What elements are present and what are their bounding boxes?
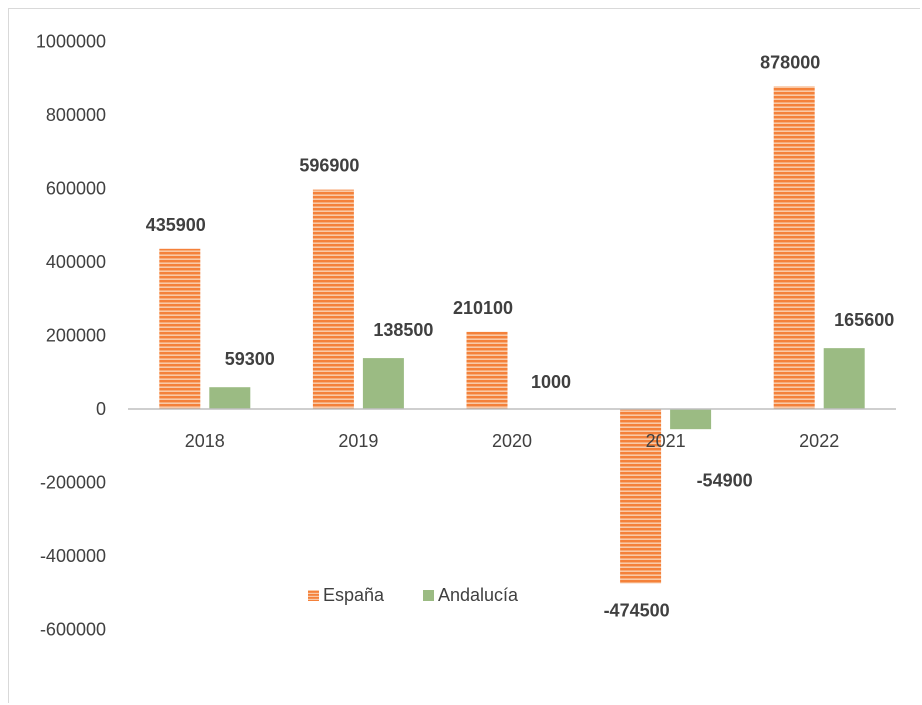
data-label-espana-2021: -474500 [604,600,670,620]
y-tick-label: 600000 [46,179,106,199]
bar-espana-2019 [312,189,354,409]
y-axis-ticks: -600000 -400000 -200000 0 200000 400000 600000… [36,32,106,640]
y-tick-label: 0 [96,399,106,419]
legend-label-espana: España [323,585,385,605]
legend: España Andalucía [308,585,519,605]
chart-frame [8,8,920,703]
bars [159,86,865,584]
bar-andalucia-2021 [670,409,712,430]
data-label-espana-2018: 435900 [146,215,206,235]
data-label-andalucia-2021: -54900 [697,471,753,491]
y-tick-label: 1000000 [36,32,106,52]
bar-espana-2018 [159,248,201,409]
bar-andalucia-2018 [209,387,251,409]
legend-swatch-espana [308,590,319,601]
data-label-andalucia-2018: 59300 [225,349,275,369]
data-label-espana-2022: 878000 [760,52,820,72]
legend-swatch-andalucia [423,590,434,601]
bar-espana-2021 [620,409,662,584]
bar-andalucia-2022 [823,348,865,409]
y-tick-label: 200000 [46,326,106,346]
data-label-andalucia-2019: 138500 [373,320,433,340]
y-tick-label: -600000 [40,620,106,640]
data-label-andalucia-2020: 1000 [531,372,571,392]
x-tick-label: 2021 [646,431,686,451]
y-tick-label: -400000 [40,546,106,566]
x-tick-label: 2020 [492,431,532,451]
data-label-espana-2020: 210100 [453,298,513,318]
data-labels: 435900 59300 596900 138500 210100 1000 -474500… [146,52,894,620]
bar-espana-2022 [773,86,815,410]
legend-label-andalucia: Andalucía [438,585,519,605]
bar-espana-2020 [466,331,508,409]
x-tick-label: 2019 [338,431,378,451]
x-tick-label: 2018 [185,431,225,451]
bar-andalucia-2019 [362,358,404,409]
x-axis-ticks: 2018 2019 2020 2021 2022 [185,431,839,451]
y-tick-label: -200000 [40,473,106,493]
y-tick-label: 800000 [46,105,106,125]
x-tick-label: 2022 [799,431,839,451]
data-label-espana-2019: 596900 [299,156,359,176]
data-label-andalucia-2022: 165600 [834,310,894,330]
y-tick-label: 400000 [46,252,106,272]
